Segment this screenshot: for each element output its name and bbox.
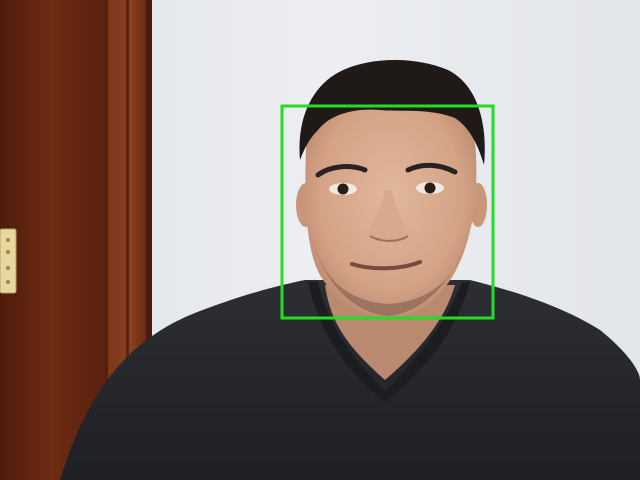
beard-stubble (310, 230, 470, 316)
door-hinge-icon (0, 228, 17, 294)
sweater (60, 280, 640, 480)
sweater-collar (308, 282, 470, 402)
left-eyebrow (315, 164, 368, 178)
left-pupil (337, 183, 349, 195)
nose-shadow (369, 235, 409, 242)
mouth (350, 260, 422, 271)
right-eyebrow (405, 162, 458, 175)
nose (368, 190, 410, 243)
right-pupil (424, 182, 436, 194)
door-frame-groove (126, 0, 129, 480)
door-frame-edge (146, 0, 152, 480)
hair (299, 59, 485, 165)
face-detection-box (280, 104, 495, 320)
